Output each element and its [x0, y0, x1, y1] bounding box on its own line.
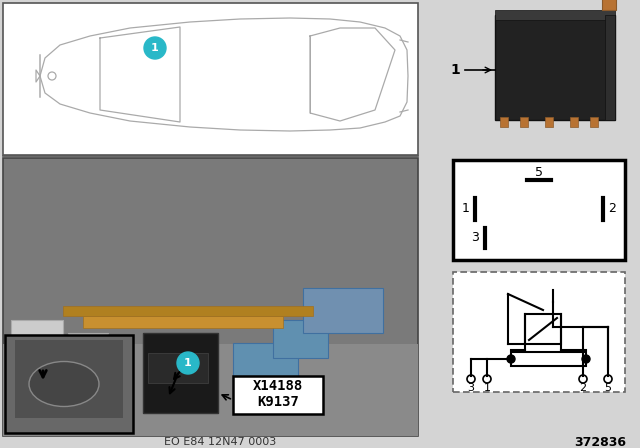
Bar	[31, 386, 38, 396]
Text: 1: 1	[151, 43, 159, 53]
Text: 1: 1	[450, 63, 460, 77]
Bar	[570, 117, 578, 127]
Text: 3: 3	[467, 383, 474, 393]
Text: 2: 2	[608, 202, 616, 215]
Bar	[525, 314, 561, 344]
Bar	[22, 386, 29, 396]
Circle shape	[507, 355, 515, 363]
Bar	[500, 117, 508, 127]
Bar	[495, 10, 615, 20]
Bar	[63, 306, 313, 316]
Bar	[68, 333, 108, 388]
Bar	[545, 117, 553, 127]
Bar	[495, 15, 615, 120]
Circle shape	[144, 37, 166, 59]
Bar	[453, 272, 625, 392]
Bar	[49, 386, 56, 396]
Text: 5: 5	[535, 165, 543, 178]
Bar	[13, 386, 20, 396]
Text: 1: 1	[483, 383, 490, 393]
Text: 1: 1	[184, 358, 192, 368]
Bar	[40, 386, 47, 396]
Ellipse shape	[29, 362, 99, 406]
Circle shape	[582, 355, 590, 363]
Bar	[15, 340, 123, 418]
Bar	[511, 352, 586, 366]
Bar	[83, 316, 283, 328]
Bar	[143, 333, 218, 413]
Bar	[602, 0, 616, 10]
Bar	[605, 15, 615, 120]
Text: 2: 2	[579, 383, 587, 393]
Text: EO E84 12N47 0003: EO E84 12N47 0003	[164, 437, 276, 447]
Bar	[5, 335, 133, 433]
Bar	[233, 343, 298, 398]
Text: K9137: K9137	[257, 395, 299, 409]
Text: 3: 3	[471, 231, 479, 244]
Bar	[273, 320, 328, 358]
Circle shape	[177, 352, 199, 374]
Bar	[590, 117, 598, 127]
Bar	[148, 353, 208, 383]
Text: X14188: X14188	[253, 379, 303, 393]
Bar	[11, 328, 63, 398]
Bar	[3, 158, 418, 436]
Text: 1: 1	[462, 202, 470, 215]
Text: 372836: 372836	[574, 435, 626, 448]
Bar	[233, 376, 323, 414]
Text: 5: 5	[605, 383, 611, 393]
Bar	[453, 160, 625, 260]
Bar	[303, 288, 383, 333]
Bar	[3, 3, 418, 155]
Bar	[11, 320, 63, 358]
Bar	[3, 344, 418, 436]
Bar	[520, 117, 528, 127]
